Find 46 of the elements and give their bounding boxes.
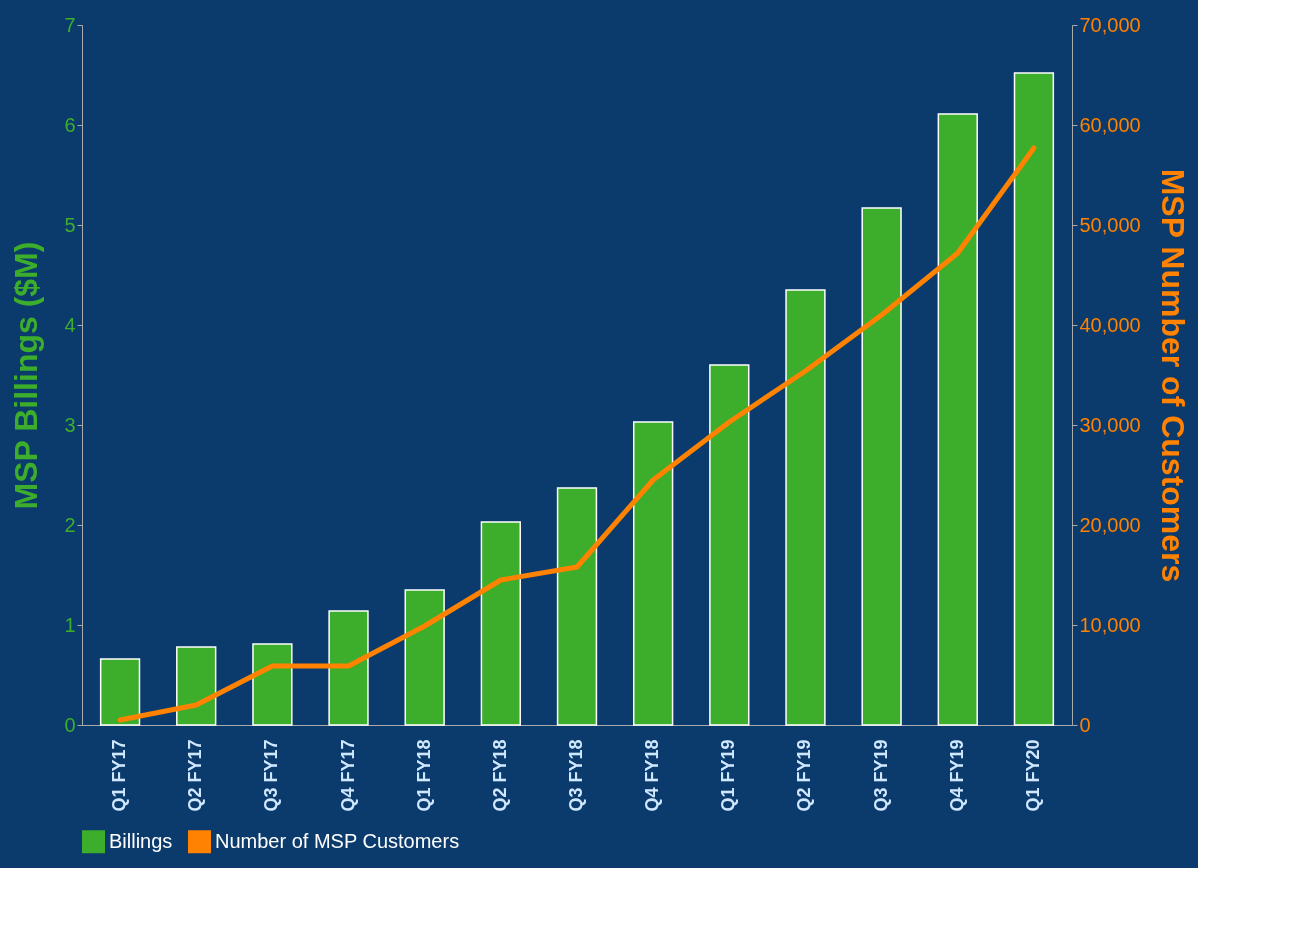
bar: [709, 364, 750, 726]
y-tick-label: 7: [64, 13, 76, 36]
bar: [556, 487, 598, 726]
legend-label: Number of MSP Customers: [215, 829, 460, 852]
bar: [1013, 72, 1055, 726]
y-tick-label: 0: [64, 713, 76, 736]
y-tick-label: 1: [64, 613, 76, 636]
x-tick-label: Q3 FY17: [261, 739, 282, 812]
bar: [861, 207, 902, 726]
bar: [937, 113, 978, 726]
x-tick-label: Q1 FY18: [413, 739, 434, 812]
legend-label: Billings: [109, 829, 173, 852]
y2-tick-label: 30,000: [1079, 413, 1141, 436]
x-tick-label: Q2 FY19: [794, 739, 815, 812]
x-tick-label: Q1 FY20: [1022, 739, 1043, 812]
y2-tick-label: 20,000: [1079, 513, 1141, 536]
bar: [252, 643, 293, 726]
y2-tick-label: 50,000: [1079, 213, 1141, 236]
bar: [480, 521, 522, 726]
y-tick-label: 6: [64, 113, 76, 136]
x-tick-label: Q1 FY17: [109, 739, 130, 812]
bar: [176, 646, 217, 726]
x-tick-label: Q4 FY18: [642, 739, 663, 812]
y-tick-label: 3: [64, 413, 76, 436]
x-tick-label: Q2 FY17: [185, 739, 206, 812]
x-tick-label: Q2 FY18: [489, 739, 510, 812]
y-tick-label: 2: [64, 513, 76, 536]
bar: [785, 289, 826, 726]
y2-tick-label: 70,000: [1079, 13, 1141, 36]
x-tick-label: Q3 FY18: [566, 739, 586, 812]
bar: [99, 658, 141, 726]
x-tick-label: Q3 FY19: [870, 739, 891, 812]
y-axis-title: MSP Billings ($M): [8, 241, 45, 510]
y2-tick-label: 10,000: [1079, 613, 1141, 636]
y2-tick-label: 0: [1079, 713, 1091, 736]
bar: [404, 589, 445, 726]
x-tick-label: Q4 FY17: [337, 739, 358, 812]
y2-axis-title: MSP Number of Customers: [1154, 168, 1191, 583]
x-tick-label: Q1 FY19: [718, 739, 739, 812]
y2-tick-label: 60,000: [1079, 113, 1141, 136]
y2-tick-label: 40,000: [1079, 313, 1141, 336]
y-tick-label: 5: [64, 213, 76, 236]
bar: [632, 421, 674, 726]
bar: [328, 610, 369, 726]
x-tick-label: Q4 FY19: [946, 739, 967, 812]
y-tick-label: 4: [64, 313, 76, 336]
